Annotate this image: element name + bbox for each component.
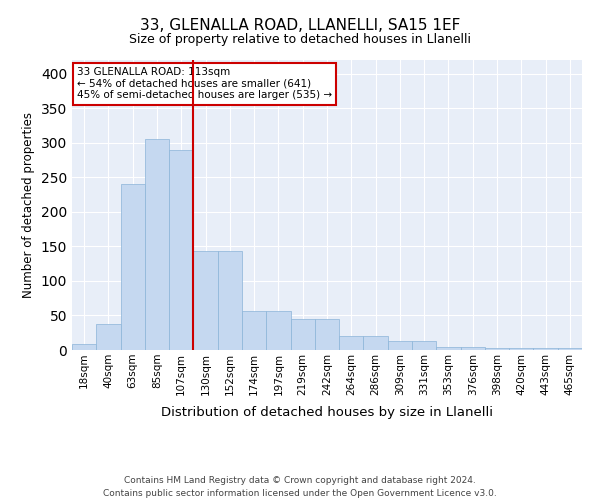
Text: 33, GLENALLA ROAD, LLANELLI, SA15 1EF: 33, GLENALLA ROAD, LLANELLI, SA15 1EF xyxy=(140,18,460,32)
Bar xyxy=(339,336,364,350)
Bar xyxy=(315,319,339,350)
Text: 33 GLENALLA ROAD: 113sqm
← 54% of detached houses are smaller (641)
45% of semi-: 33 GLENALLA ROAD: 113sqm ← 54% of detach… xyxy=(77,67,332,100)
Bar xyxy=(509,348,533,350)
Bar xyxy=(266,310,290,350)
Bar xyxy=(72,344,96,350)
Bar xyxy=(558,348,582,350)
Bar xyxy=(436,346,461,350)
Bar xyxy=(290,319,315,350)
Bar xyxy=(218,252,242,350)
Bar xyxy=(388,341,412,350)
Bar xyxy=(193,252,218,350)
Bar xyxy=(145,140,169,350)
Text: Contains HM Land Registry data © Crown copyright and database right 2024.
Contai: Contains HM Land Registry data © Crown c… xyxy=(103,476,497,498)
Bar xyxy=(169,150,193,350)
Text: Size of property relative to detached houses in Llanelli: Size of property relative to detached ho… xyxy=(129,32,471,46)
X-axis label: Distribution of detached houses by size in Llanelli: Distribution of detached houses by size … xyxy=(161,406,493,419)
Bar xyxy=(485,348,509,350)
Bar xyxy=(461,346,485,350)
Bar xyxy=(412,341,436,350)
Y-axis label: Number of detached properties: Number of detached properties xyxy=(22,112,35,298)
Bar xyxy=(242,310,266,350)
Bar xyxy=(364,336,388,350)
Bar xyxy=(121,184,145,350)
Bar xyxy=(533,348,558,350)
Bar xyxy=(96,324,121,350)
